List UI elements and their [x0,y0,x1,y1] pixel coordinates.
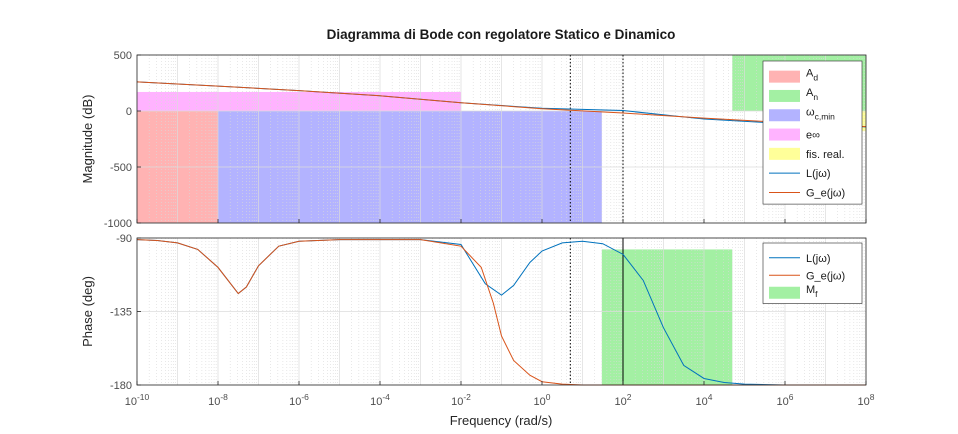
mag-y-tick-label: 500 [114,50,132,62]
pha-legend-swatch-Mf [769,286,800,299]
x-tick-label: 10-10 [125,392,150,408]
mag-legend-label-einf: e∞ [806,130,820,142]
mag-legend-swatch-einf [769,128,800,141]
pha-region-Mf [601,249,733,385]
mag-legend-label-fis: fis. real. [806,149,845,161]
pha-y-tick-label: -135 [110,307,132,319]
x-tick-label: 102 [615,392,632,408]
x-tick-label: 100 [534,392,551,408]
mag-y-axis-label: Magnitude (dB) [80,95,95,184]
x-tick-label: 10-8 [208,392,228,408]
mag-legend-swatch-wc [769,109,800,122]
x-tick-label: 10-2 [451,392,471,408]
x-tick-label: 106 [777,392,794,408]
pha-legend-label-Mf: Mf [806,284,818,299]
mag-legend-swatch-fis [769,147,800,160]
pha-y-tick-label: -180 [110,380,132,392]
x-tick-label: 108 [858,392,875,408]
mag-legend-label-Ge: G_e(jω) [806,187,845,199]
x-tick-label: 10-6 [289,392,309,408]
x-tick-label: 104 [696,392,713,408]
mag-y-tick-label: -500 [110,162,132,174]
pha-legend-label-L: L(jω) [806,253,830,265]
mag-legend-swatch-Ad [769,70,800,83]
mag-y-tick-label: 0 [126,106,132,118]
mag-legend-label-L: L(jω) [806,168,830,180]
pha-y-axis-label: Phase (deg) [80,276,95,347]
x-axis-label: Frequency (rad/s) [450,413,553,428]
pha-y-tick-label: -90 [116,233,132,245]
mag-legend-swatch-An [769,89,800,102]
mag-series-Ge [136,81,867,128]
mag-axes-box [136,54,867,224]
pha-legend-label-Ge: G_e(jω) [806,270,845,282]
x-tick-label: 10-4 [370,392,390,408]
mag-y-tick-label: -1000 [104,218,132,230]
phase-plot: -90 -135 -180 Phase (deg) L(jω) G_e(jω) Mf 10-1… [80,233,875,408]
chart-title: Diagramma di Bode con regolatore Statico… [327,27,676,42]
